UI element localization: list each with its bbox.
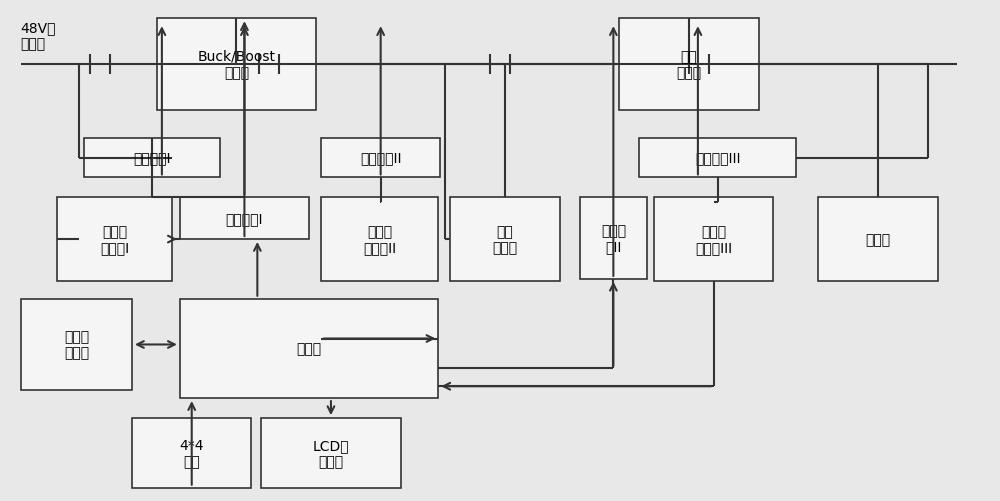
- Text: 控制器: 控制器: [296, 342, 322, 356]
- Bar: [261, 418, 401, 487]
- Bar: [321, 198, 438, 281]
- Bar: [818, 198, 938, 281]
- Text: LCD显
示模块: LCD显 示模块: [313, 438, 349, 468]
- Text: 检测电路I: 检测电路I: [133, 151, 171, 165]
- Bar: [639, 138, 796, 178]
- Bar: [157, 19, 316, 111]
- Bar: [654, 198, 773, 281]
- Text: 信号调
理电路I: 信号调 理电路I: [100, 224, 129, 255]
- Text: 48V直
流母线: 48V直 流母线: [21, 21, 56, 51]
- Bar: [84, 138, 220, 178]
- Text: 检测电路III: 检测电路III: [695, 151, 741, 165]
- Bar: [180, 299, 438, 398]
- Bar: [580, 198, 647, 279]
- Text: 串口通
讯模块: 串口通 讯模块: [64, 330, 89, 360]
- Text: 4*4
键盘: 4*4 键盘: [179, 438, 204, 468]
- Bar: [619, 19, 759, 111]
- Text: 超级
电容器: 超级 电容器: [492, 224, 518, 255]
- Text: Buck/Boost
变换器: Buck/Boost 变换器: [197, 50, 275, 80]
- Bar: [132, 418, 251, 487]
- Text: 信号调
理电路III: 信号调 理电路III: [695, 224, 732, 255]
- Text: 驱动电
路II: 驱动电 路II: [601, 223, 626, 254]
- Bar: [57, 198, 172, 281]
- Bar: [321, 138, 440, 178]
- Text: 蓄电池: 蓄电池: [865, 232, 890, 246]
- Text: 并联
控制器: 并联 控制器: [676, 50, 702, 80]
- Text: 检测电路II: 检测电路II: [360, 151, 401, 165]
- Bar: [180, 198, 309, 239]
- Bar: [450, 198, 560, 281]
- Bar: [21, 299, 132, 390]
- Text: 信号调
理电路II: 信号调 理电路II: [363, 224, 396, 255]
- Text: 驱动电路I: 驱动电路I: [226, 212, 263, 226]
